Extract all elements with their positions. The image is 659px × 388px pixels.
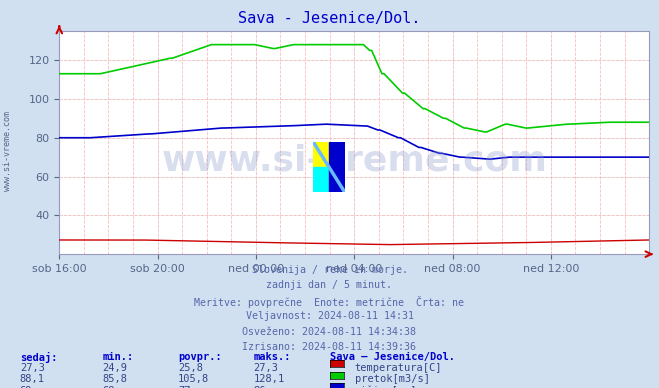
Text: 27,3: 27,3 (254, 363, 279, 373)
Text: 77: 77 (178, 386, 190, 388)
Text: zadnji dan / 5 minut.: zadnji dan / 5 minut. (266, 280, 393, 290)
Text: Meritve: povprečne  Enote: metrične  Črta: ne: Meritve: povprečne Enote: metrične Črta:… (194, 296, 465, 308)
Text: 24,9: 24,9 (102, 363, 127, 373)
Bar (313, 167, 329, 192)
Text: 27,3: 27,3 (20, 363, 45, 373)
Text: www.si-vreme.com: www.si-vreme.com (3, 111, 13, 191)
Text: 105,8: 105,8 (178, 374, 209, 385)
Text: Sava – Jesenice/Dol.: Sava – Jesenice/Dol. (330, 352, 455, 362)
Text: višina[cm]: višina[cm] (355, 386, 417, 388)
Text: maks.:: maks.: (254, 352, 291, 362)
Text: 85,8: 85,8 (102, 374, 127, 385)
Bar (313, 142, 329, 167)
Text: sedaj:: sedaj: (20, 352, 57, 363)
Text: 128,1: 128,1 (254, 374, 285, 385)
Text: pretok[m3/s]: pretok[m3/s] (355, 374, 430, 385)
Text: temperatura[C]: temperatura[C] (355, 363, 442, 373)
Text: Slovenija / reke in morje.: Slovenija / reke in morje. (252, 265, 407, 275)
Text: min.:: min.: (102, 352, 133, 362)
Text: Veljavnost: 2024-08-11 14:31: Veljavnost: 2024-08-11 14:31 (246, 311, 413, 321)
Text: 68: 68 (102, 386, 115, 388)
Text: 25,8: 25,8 (178, 363, 203, 373)
Text: 86: 86 (254, 386, 266, 388)
Text: 69: 69 (20, 386, 32, 388)
Text: www.si-vreme.com: www.si-vreme.com (161, 144, 547, 177)
Text: Izrisano: 2024-08-11 14:39:36: Izrisano: 2024-08-11 14:39:36 (243, 342, 416, 352)
Text: povpr.:: povpr.: (178, 352, 221, 362)
Text: Sava - Jesenice/Dol.: Sava - Jesenice/Dol. (239, 11, 420, 26)
Text: 88,1: 88,1 (20, 374, 45, 385)
Bar (329, 142, 345, 192)
Text: Osveženo: 2024-08-11 14:34:38: Osveženo: 2024-08-11 14:34:38 (243, 327, 416, 337)
